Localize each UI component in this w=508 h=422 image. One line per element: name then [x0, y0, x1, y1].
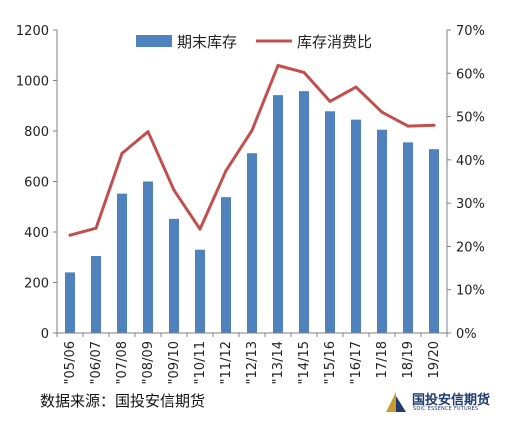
- x-tick-label: 19/20: [427, 341, 442, 378]
- line-point: [354, 85, 358, 89]
- left-tick-label: 0: [41, 327, 49, 342]
- left-tick-label: 400: [24, 226, 49, 241]
- line-point: [380, 110, 384, 114]
- line-point: [146, 130, 150, 134]
- logo-chinese-name: 国投安信期货: [412, 393, 491, 408]
- bar: [403, 142, 413, 333]
- x-tick-label: "14/15: [297, 341, 312, 384]
- left-tick-label: 1000: [16, 75, 49, 90]
- line-point: [302, 70, 306, 74]
- x-tick-label: 17/18: [375, 341, 390, 378]
- x-axis: "05/06 "06/07 "07/08 "08/09 "09/10 "10/11 "11/…: [56, 332, 448, 384]
- bar: [65, 272, 75, 333]
- right-y-axis: 0% 10% 20% 30% 40% 50% 60% 70%: [446, 24, 485, 342]
- chart: 0 200 400 600 800 1000 1200 0% 10% 20% 30% 40% 50% 6…: [16, 24, 485, 384]
- line-point: [172, 188, 176, 192]
- bar: [91, 255, 101, 333]
- x-tick-label: "13/14: [271, 341, 286, 384]
- line-point: [250, 128, 254, 132]
- right-tick-label: 50%: [456, 111, 485, 126]
- right-tick-label: 60%: [456, 67, 485, 82]
- bar: [377, 129, 387, 333]
- x-tick-label: "10/11: [193, 341, 208, 384]
- bar: [273, 95, 283, 334]
- left-y-axis: 0 200 400 600 800 1000 1200: [16, 24, 58, 342]
- bar-series: [65, 91, 439, 334]
- bar: [143, 181, 153, 333]
- line-point: [432, 123, 436, 127]
- legend-bar-label: 期末库存: [177, 33, 237, 51]
- x-tick-label: "15/16: [323, 341, 338, 384]
- left-tick-label: 200: [24, 277, 49, 292]
- left-tick-label: 600: [24, 176, 49, 191]
- bar: [247, 153, 257, 333]
- legend-line-label: 库存消费比: [297, 33, 372, 51]
- logo-english-name: SDIC ESSENCE FUTURES: [413, 406, 479, 412]
- right-tick-label: 10%: [456, 284, 485, 299]
- bar: [325, 111, 335, 334]
- bar: [351, 119, 361, 333]
- x-tick-label: "07/08: [115, 341, 130, 384]
- legend: 期末库存 库存消费比: [136, 33, 372, 51]
- line-point: [120, 151, 124, 155]
- x-tick-label: "11/12: [219, 341, 234, 384]
- x-tick-label: "05/06: [63, 341, 78, 384]
- bar: [429, 149, 439, 333]
- line-point: [406, 124, 410, 128]
- right-tick-label: 20%: [456, 240, 485, 255]
- bar: [221, 197, 231, 333]
- x-tick-label: "12/13: [245, 341, 260, 384]
- line-series: [68, 63, 436, 237]
- x-tick-label: "09/10: [167, 341, 182, 384]
- line-point: [198, 227, 202, 231]
- x-tick-label: 18/19: [401, 341, 416, 378]
- legend-bar-swatch: [136, 35, 172, 47]
- right-tick-label: 0%: [456, 327, 477, 342]
- line-point: [68, 233, 72, 237]
- bar: [169, 218, 179, 333]
- x-tick-label: "16/17: [349, 341, 364, 384]
- bar: [195, 249, 205, 333]
- company-logo: 国投安信期货 SDIC ESSENCE FUTURES: [384, 388, 502, 416]
- line-point: [224, 169, 228, 173]
- bar: [117, 193, 127, 333]
- data-source-note: 数据来源：国投安信期货: [40, 392, 206, 410]
- right-tick-label: 40%: [456, 154, 485, 169]
- x-tick-label: "06/07: [89, 341, 104, 384]
- line-point: [276, 63, 280, 67]
- right-tick-label: 30%: [456, 197, 485, 212]
- left-tick-label: 800: [24, 125, 49, 140]
- right-tick-label: 70%: [456, 24, 485, 39]
- x-tick-label: "08/09: [141, 341, 156, 384]
- logo-mark-icon: [386, 392, 406, 412]
- line-point: [328, 99, 332, 103]
- line-point: [94, 226, 98, 230]
- bar: [299, 91, 309, 333]
- left-tick-label: 1200: [16, 24, 49, 39]
